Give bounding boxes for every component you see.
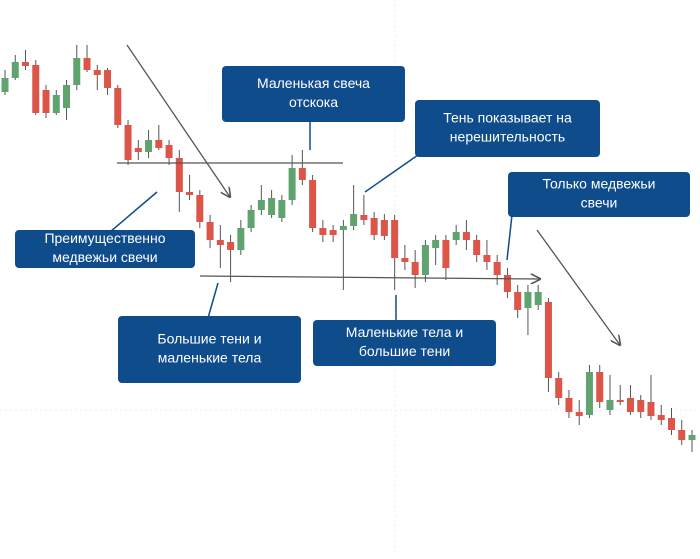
candle-body	[596, 372, 604, 402]
annotation-box	[415, 100, 600, 157]
annotation-box	[118, 316, 301, 383]
annotation-text: отскока	[289, 94, 338, 110]
pointer	[506, 214, 513, 261]
candle-body	[298, 168, 306, 180]
candle-body	[626, 398, 634, 412]
candle-body	[493, 262, 501, 275]
pointer	[207, 282, 219, 319]
pointer	[364, 154, 419, 193]
candle-body	[339, 226, 347, 230]
candle-body	[360, 215, 368, 220]
candle-body	[1, 78, 9, 92]
candle-body	[93, 70, 101, 75]
candle-body	[616, 400, 624, 402]
candle-body	[186, 192, 194, 195]
candle-body	[257, 200, 265, 210]
candle-body	[124, 125, 132, 160]
candle-body	[380, 220, 388, 236]
candle-body	[688, 435, 696, 440]
candle-body	[585, 372, 593, 415]
candle-body	[401, 258, 409, 262]
annotation-text: Преимущественно	[44, 230, 165, 246]
candle-body	[442, 240, 450, 268]
trend-arrow	[126, 44, 230, 197]
candle-body	[278, 200, 286, 218]
candle-body	[227, 242, 235, 250]
candle-body	[155, 140, 163, 148]
candle-body	[83, 58, 91, 70]
candle-body	[514, 292, 522, 310]
candle-body	[647, 402, 655, 416]
candle-body	[503, 275, 511, 292]
candle-body	[288, 168, 296, 200]
annotation-text: Маленькая свеча	[257, 75, 370, 91]
annotation-text: нерешительность	[450, 129, 565, 145]
candle-body	[237, 228, 245, 250]
candle-body	[114, 88, 122, 125]
candle-body	[175, 158, 183, 192]
candle-body	[329, 230, 337, 235]
candle-body	[268, 198, 276, 215]
candle-body	[462, 232, 470, 240]
candle-body	[555, 378, 563, 398]
annotation-box	[508, 172, 690, 217]
candle-body	[206, 222, 214, 240]
trend-arrow	[536, 229, 620, 345]
candle-body	[350, 214, 358, 226]
candle-body	[22, 62, 30, 66]
annotation-text: Тень показывает на	[443, 110, 572, 126]
candle-body	[524, 292, 532, 308]
annotation-text: медвежьи свечи	[52, 249, 157, 265]
annotation-text: Только медвежьи	[542, 176, 655, 192]
candle-body	[73, 58, 81, 85]
candle-body	[606, 400, 614, 410]
candle-body	[145, 140, 153, 152]
candle-body	[473, 240, 481, 255]
candle-body	[483, 255, 491, 262]
candle-body	[165, 145, 173, 158]
candle-body	[678, 430, 686, 440]
annotation-text: маленькие тела	[158, 350, 262, 366]
annotation-text: большие тени	[359, 343, 450, 359]
candle-body	[370, 218, 378, 235]
candle-body	[247, 210, 255, 228]
candle-body	[565, 398, 573, 412]
candle-body	[63, 85, 71, 108]
candle-body	[544, 302, 552, 378]
candle-body	[11, 62, 19, 78]
candle-body	[196, 195, 204, 222]
candle-body	[42, 90, 50, 113]
annotation-text: Маленькие тела и	[346, 324, 463, 340]
annotation-box	[222, 66, 405, 122]
candle-body	[411, 262, 419, 275]
candle-body	[667, 418, 675, 430]
pointer	[109, 191, 158, 233]
support-arrow	[199, 276, 540, 279]
candle-body	[391, 220, 399, 258]
candle-body	[52, 95, 60, 113]
candle-body	[309, 180, 317, 228]
candle-body	[319, 228, 327, 235]
annotation-text: Большие тени и	[157, 331, 261, 347]
candle-body	[104, 70, 112, 88]
candle-body	[452, 232, 460, 240]
candle-body	[575, 412, 583, 416]
annotation-text: свечи	[581, 195, 618, 211]
annotation-box	[313, 320, 496, 366]
candle-body	[216, 240, 224, 245]
candle-body	[534, 292, 542, 305]
candle-body	[421, 245, 429, 275]
annotations: Маленькая свеча отскока Тень показывает на…	[15, 66, 690, 383]
annotation-box	[15, 230, 195, 268]
candle-body	[657, 415, 665, 420]
candle-body	[637, 400, 645, 412]
candle-body	[432, 240, 440, 248]
candle-body	[32, 65, 40, 113]
candle-body	[134, 148, 142, 152]
